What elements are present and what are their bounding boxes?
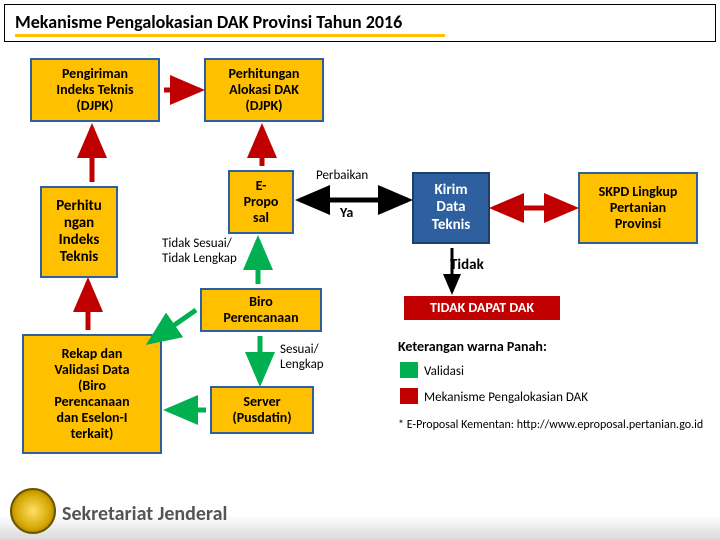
title-bar: Mekanisme Pengalokasian DAK Provinsi Tah…	[4, 4, 716, 42]
label-tidak_sesuai: Tidak Sesuai/ Tidak Lengkap	[162, 236, 237, 266]
box-eproposal: E- Propo sal	[228, 170, 294, 234]
box-server: Server (Pusdatin)	[210, 386, 314, 434]
footer-org: Sekretariat Jenderal	[62, 502, 227, 526]
label-footnote: * E-Proposal Kementan: http://www.epropo…	[398, 418, 703, 432]
title-underline	[15, 34, 445, 37]
legend-square-validasi	[400, 362, 418, 378]
label-tidak: Tidak	[450, 256, 484, 274]
label-ket_header: Keterangan warna Panah:	[398, 338, 547, 355]
label-validasi_lbl: Validasi	[424, 364, 464, 379]
box-biro: Biro Perencanaan	[200, 288, 322, 332]
label-sesuai: Sesuai/ Lengkap	[280, 342, 324, 372]
label-ya: Ya	[340, 204, 353, 221]
box-skpd: SKPD Lingkup Pertanian Provinsi	[578, 172, 698, 244]
label-mek_lbl: Mekanisme Pengalokasian DAK	[424, 390, 588, 405]
box-perhitungan_indeks: Perhitu ngan Indeks Teknis	[40, 186, 118, 278]
tidak-dapat-dak: TIDAK DAPAT DAK	[404, 296, 560, 320]
ministry-logo-icon	[10, 488, 56, 534]
box-kirim: Kirim Data Teknis	[412, 172, 490, 244]
legend-square-mekanisme	[400, 388, 418, 404]
label-perbaikan: Perbaikan	[316, 168, 368, 183]
box-pengiriman: Pengiriman Indeks Teknis (DJPK)	[30, 58, 160, 122]
box-rekap: Rekap dan Validasi Data (Biro Perencanaa…	[22, 334, 162, 454]
box-perhitungan_alokasi: Perhitungan Alokasi DAK (DJPK)	[204, 58, 324, 122]
page-title: Mekanisme Pengalokasian DAK Provinsi Tah…	[15, 11, 402, 33]
